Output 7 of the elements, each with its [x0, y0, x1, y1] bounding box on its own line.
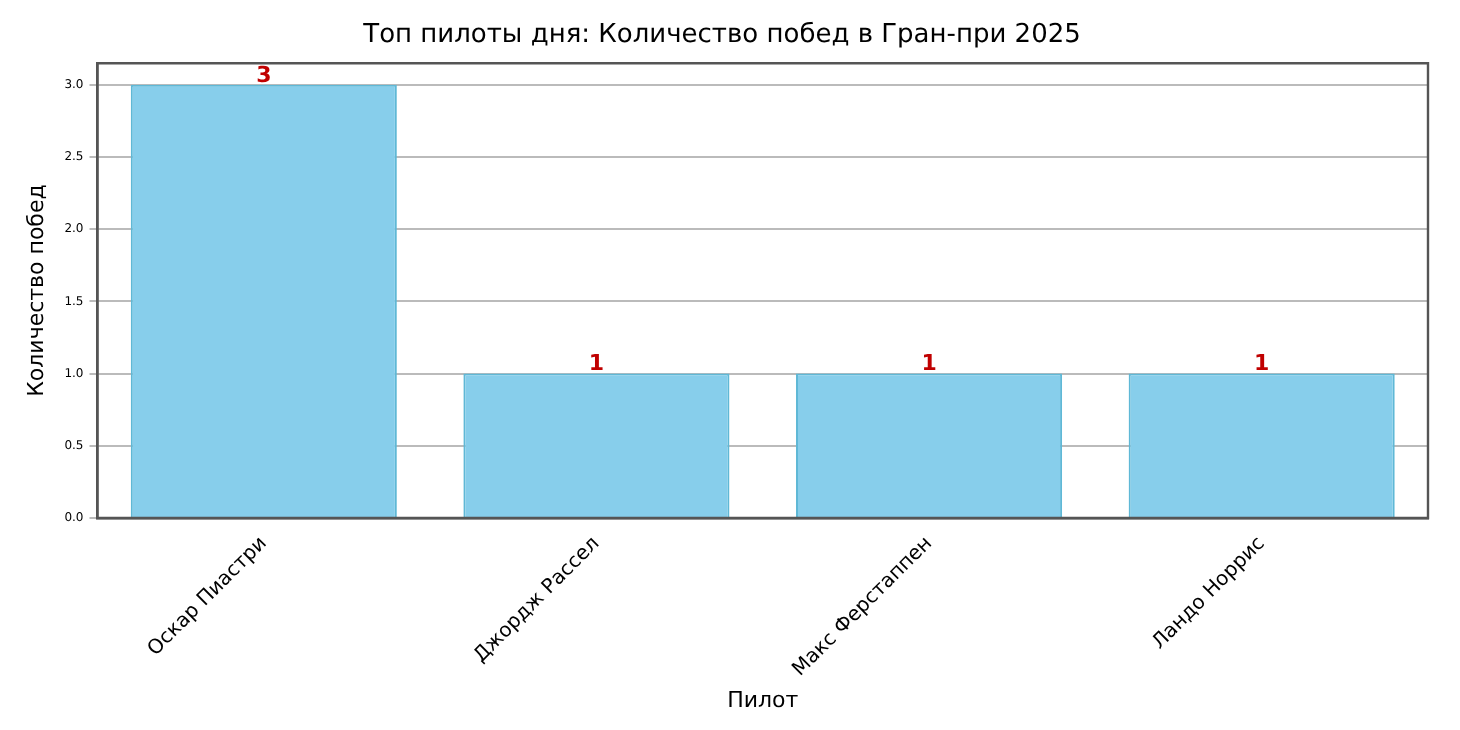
data-label: 1	[921, 350, 937, 377]
data-label: 3	[256, 61, 272, 88]
chart-title: Топ пилоты дня: Количество побед в Гран-при 2025	[361, 20, 1081, 51]
x-axis-title: Пилот	[727, 686, 800, 713]
data-label: 1	[588, 350, 605, 377]
data-label: 1	[1254, 350, 1270, 377]
y-axis-title: Количество побед	[22, 183, 49, 397]
